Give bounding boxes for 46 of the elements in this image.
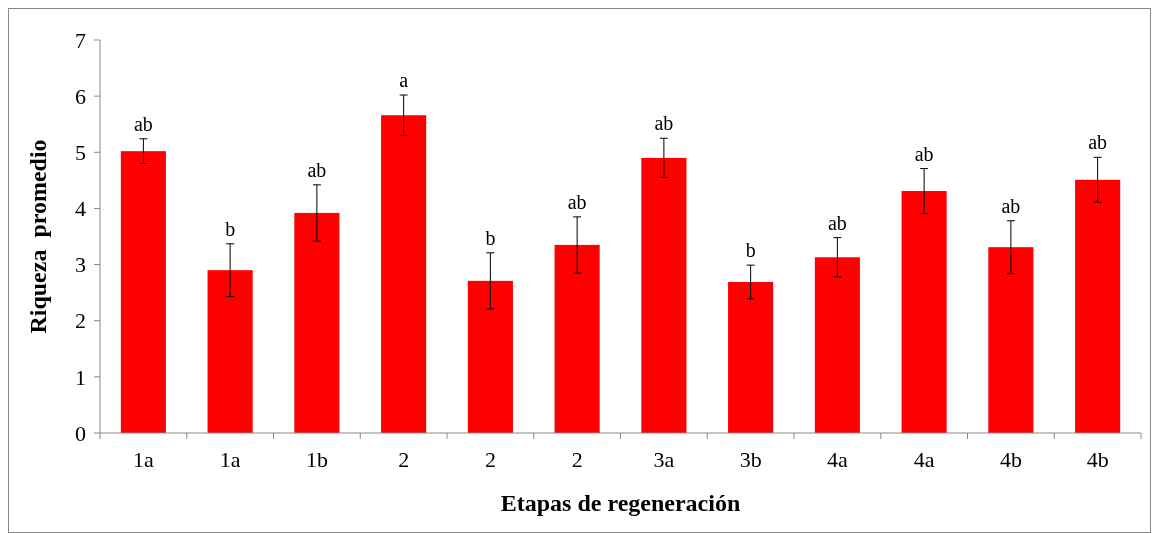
x-axis-title: Etapas de regeneración	[500, 490, 741, 516]
annotation: b	[225, 217, 236, 240]
x-tick-label: 4b	[999, 447, 1022, 472]
y-tick-label: 3	[75, 252, 86, 278]
y-tick-label: 0	[75, 420, 86, 446]
bar	[641, 157, 687, 433]
annotation: b	[485, 226, 496, 249]
annotation: b	[745, 239, 756, 262]
bar	[554, 244, 600, 433]
x-tick-label: 1a	[132, 447, 154, 472]
annotation: a	[399, 69, 409, 92]
x-tick-label: 3b	[739, 447, 762, 472]
annotation: ab	[654, 112, 674, 135]
annotation: ab	[1001, 194, 1021, 217]
y-tick-label: 4	[75, 196, 86, 222]
bar	[988, 247, 1034, 433]
x-tick-label: 1b	[305, 447, 328, 472]
bar	[381, 115, 427, 433]
y-axis-title: Riqueza promedio	[25, 139, 51, 334]
annotation: ab	[133, 112, 153, 135]
annotation: ab	[567, 190, 587, 213]
y-tick-label: 5	[75, 139, 86, 165]
annotation: ab	[1088, 131, 1108, 154]
x-tick-label: 4b	[1086, 447, 1109, 472]
y-tick-label: 1	[75, 364, 86, 390]
bar	[120, 151, 166, 433]
bar	[901, 191, 947, 433]
bar	[467, 280, 513, 433]
bar	[1075, 179, 1121, 433]
y-tick-label: 7	[75, 27, 86, 53]
y-tick-label: 6	[75, 83, 86, 109]
annotation: ab	[914, 142, 934, 165]
x-tick-label: 2	[484, 447, 496, 472]
y-tick-label: 2	[75, 308, 86, 334]
bar	[207, 270, 253, 433]
bar	[814, 257, 860, 433]
x-tick-label: 2	[571, 447, 583, 472]
bar	[728, 281, 774, 433]
x-tick-label: 3a	[653, 447, 675, 472]
x-tick-label: 2	[398, 447, 410, 472]
bar	[294, 212, 340, 433]
x-tick-label: 1a	[219, 447, 241, 472]
x-tick-label: 4a	[826, 447, 848, 472]
x-tick-label: 4a	[913, 447, 935, 472]
annotation: ab	[307, 158, 327, 181]
annotation: ab	[827, 211, 847, 234]
